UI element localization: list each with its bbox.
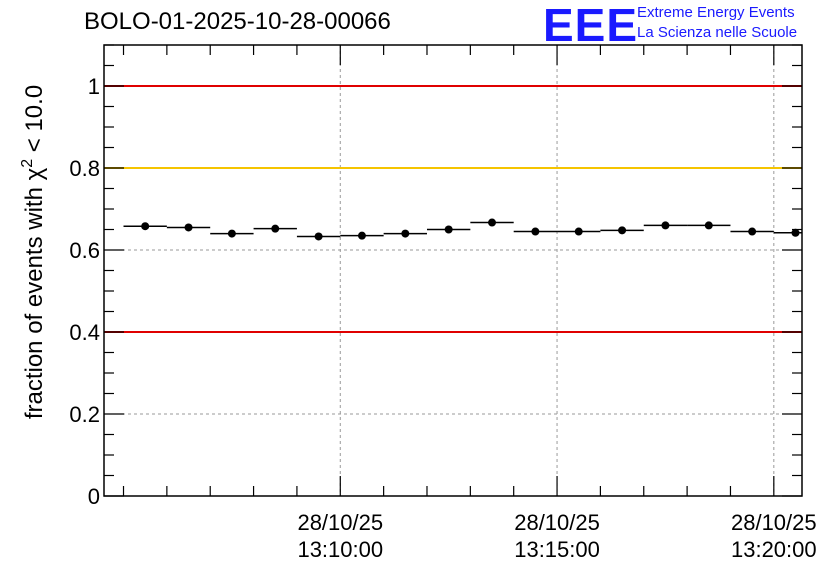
- x-tick-label-time: 13:20:00: [731, 537, 817, 562]
- data-point: [574, 227, 583, 236]
- y-axis-label: fraction of events with χ2 < 10.0: [19, 85, 48, 419]
- y-axis-label-power: 2: [19, 159, 36, 168]
- y-axis-label-prefix: fraction of events with: [21, 180, 48, 419]
- data-point: [704, 221, 713, 230]
- grid-lines: [104, 45, 802, 496]
- y-tick-label: 0.4: [69, 320, 100, 345]
- data-point: [618, 226, 627, 235]
- eee-logo: EEE: [543, 0, 639, 51]
- x-tick-label-date: 28/10/25: [297, 510, 383, 535]
- data-points: [123, 218, 802, 241]
- plot-frame: [103, 44, 803, 497]
- logo-text-line1: Extreme Energy Events: [637, 4, 795, 21]
- data-point: [314, 232, 323, 241]
- axis-ticks: [104, 44, 802, 497]
- y-tick-label: 0.2: [69, 402, 100, 427]
- tick-labels: 00.20.40.60.8128/10/2513:10:0028/10/2513…: [69, 74, 816, 562]
- y-axis-label-suffix: < 10.0: [21, 85, 48, 159]
- data-point: [357, 231, 366, 240]
- logo-text-line2: La Scienza nelle Scuole: [637, 24, 798, 41]
- reference-lines: [104, 85, 802, 333]
- x-tick-label-date: 28/10/25: [731, 510, 817, 535]
- y-tick-label: 1: [88, 74, 100, 99]
- y-tick-label: 0.6: [69, 238, 100, 263]
- data-point: [661, 221, 670, 230]
- y-axis-label-symbol: χ: [21, 167, 48, 180]
- data-point: [141, 222, 150, 231]
- chart-title: BOLO-01-2025-10-28-00066: [84, 8, 391, 35]
- x-tick-label-time: 13:15:00: [514, 537, 600, 562]
- y-tick-label: 0: [88, 484, 100, 509]
- data-point: [184, 223, 193, 232]
- x-tick-label-date: 28/10/25: [514, 510, 600, 535]
- data-point: [531, 227, 540, 236]
- data-point: [444, 225, 453, 234]
- y-tick-label: 0.8: [69, 156, 100, 181]
- data-point: [791, 228, 800, 237]
- data-point: [227, 229, 236, 238]
- data-point: [488, 218, 497, 227]
- data-point: [401, 229, 410, 238]
- data-point: [748, 227, 757, 236]
- data-point: [271, 224, 280, 233]
- x-tick-label-time: 13:10:00: [297, 537, 383, 562]
